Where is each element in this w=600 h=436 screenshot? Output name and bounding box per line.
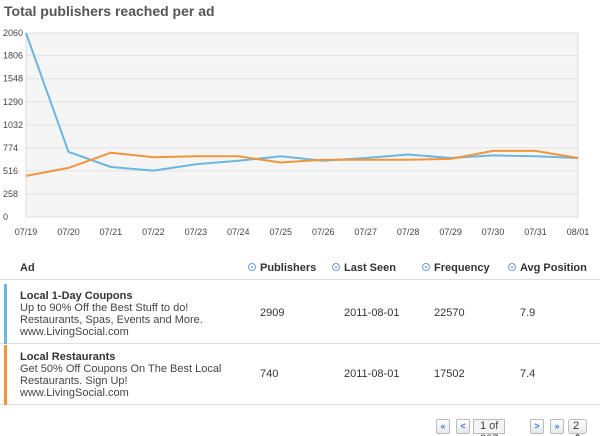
last-seen-value: 2011-08-01: [344, 368, 400, 380]
next-page-button[interactable]: >: [530, 419, 544, 434]
x-tick-label: 07/26: [312, 227, 335, 237]
ad-text: Local 1-Day Coupons Up to 90% Off the Be…: [20, 290, 245, 338]
series-color-bar: [4, 345, 7, 405]
x-tick-label: 07/19: [15, 227, 38, 237]
y-tick-label: 0: [3, 212, 8, 222]
y-tick-label: 1548: [3, 74, 23, 84]
x-tick-label: 08/01: [567, 227, 590, 237]
header-last-seen-label: Last Seen: [344, 262, 396, 274]
ad-text: Local Restaurants Get 50% Off Coupons On…: [20, 351, 245, 399]
series-line-0: [25, 32, 579, 172]
series-color-bar: [4, 284, 7, 344]
chart-svg: 2060 1806 1548 1290 1032 774 516 258 0 07/19 07/20…: [3, 28, 590, 237]
per-page-select[interactable]: 2 ⇕: [568, 419, 588, 436]
ad-url: www.LivingSocial.com: [20, 326, 129, 338]
x-tick-label: 07/31: [524, 227, 547, 237]
last-seen-value: 2011-08-01: [344, 307, 400, 319]
x-tick-label: 07/24: [227, 227, 250, 237]
help-icon[interactable]: [508, 263, 516, 271]
y-tick-label: 258: [3, 189, 18, 199]
y-tick-label: 774: [3, 143, 18, 153]
table-row[interactable]: Local 1-Day Coupons Up to 90% Off the Be…: [0, 284, 600, 344]
x-tick-label: 07/21: [100, 227, 123, 237]
header-publishers[interactable]: Publishers: [248, 262, 316, 274]
frequency-value: 22570: [434, 307, 465, 319]
help-icon[interactable]: [248, 263, 256, 271]
ad-description: Up to 90% Off the Best Stuff to do! Rest…: [20, 302, 203, 326]
table-row[interactable]: Local Restaurants Get 50% Off Coupons On…: [0, 345, 600, 405]
last-page-button[interactable]: »: [550, 419, 564, 434]
ad-url: www.LivingSocial.com: [20, 387, 129, 399]
series-line-1: [25, 149, 579, 177]
x-tick-label: 07/28: [397, 227, 420, 237]
header-avg-position[interactable]: Avg Position: [508, 262, 587, 274]
y-tick-label: 2060: [3, 28, 23, 38]
per-page-value: 2: [573, 420, 580, 432]
x-tick-label: 07/29: [439, 227, 462, 237]
select-arrows-icon: ⇕: [573, 433, 582, 436]
frequency-value: 17502: [434, 368, 465, 380]
header-avg-position-label: Avg Position: [520, 262, 587, 274]
header-last-seen[interactable]: Last Seen: [332, 262, 396, 274]
page-info: 1 of 207: [473, 419, 506, 436]
header-frequency-label: Frequency: [434, 262, 490, 274]
ad-headline: Local Restaurants: [20, 351, 116, 363]
y-tick-label: 1290: [3, 97, 23, 107]
help-icon[interactable]: [422, 263, 430, 271]
y-tick-label: 516: [3, 166, 18, 176]
x-tick-label: 07/30: [482, 227, 505, 237]
x-tick-label: 07/27: [354, 227, 377, 237]
table-header: Ad Publishers Last Seen Frequency Avg Po…: [0, 254, 600, 280]
header-ad[interactable]: Ad: [20, 262, 35, 274]
x-tick-label: 07/22: [142, 227, 165, 237]
chart-title: Total publishers reached per ad: [4, 3, 215, 19]
ad-headline: Local 1-Day Coupons: [20, 290, 133, 302]
first-page-button[interactable]: «: [436, 419, 450, 434]
y-tick-label: 1032: [3, 120, 23, 130]
publishers-value: 2909: [260, 307, 285, 319]
x-tick-label: 07/20: [57, 227, 80, 237]
publishers-value: 740: [260, 368, 279, 380]
x-tick-label: 07/25: [270, 227, 293, 237]
publishers-line-chart: 2060 1806 1548 1290 1032 774 516 258 0 07/19 07/20…: [0, 28, 600, 242]
x-tick-label: 07/23: [185, 227, 208, 237]
prev-page-button[interactable]: <: [456, 419, 470, 434]
avg-position-value: 7.4: [520, 368, 536, 380]
y-tick-label: 1806: [3, 51, 23, 61]
avg-position-value: 7.9: [520, 307, 536, 319]
ad-description: Get 50% Off Coupons On The Best Local Re…: [20, 363, 222, 387]
header-publishers-label: Publishers: [260, 262, 317, 274]
help-icon[interactable]: [332, 263, 340, 271]
header-frequency[interactable]: Frequency: [422, 262, 490, 274]
